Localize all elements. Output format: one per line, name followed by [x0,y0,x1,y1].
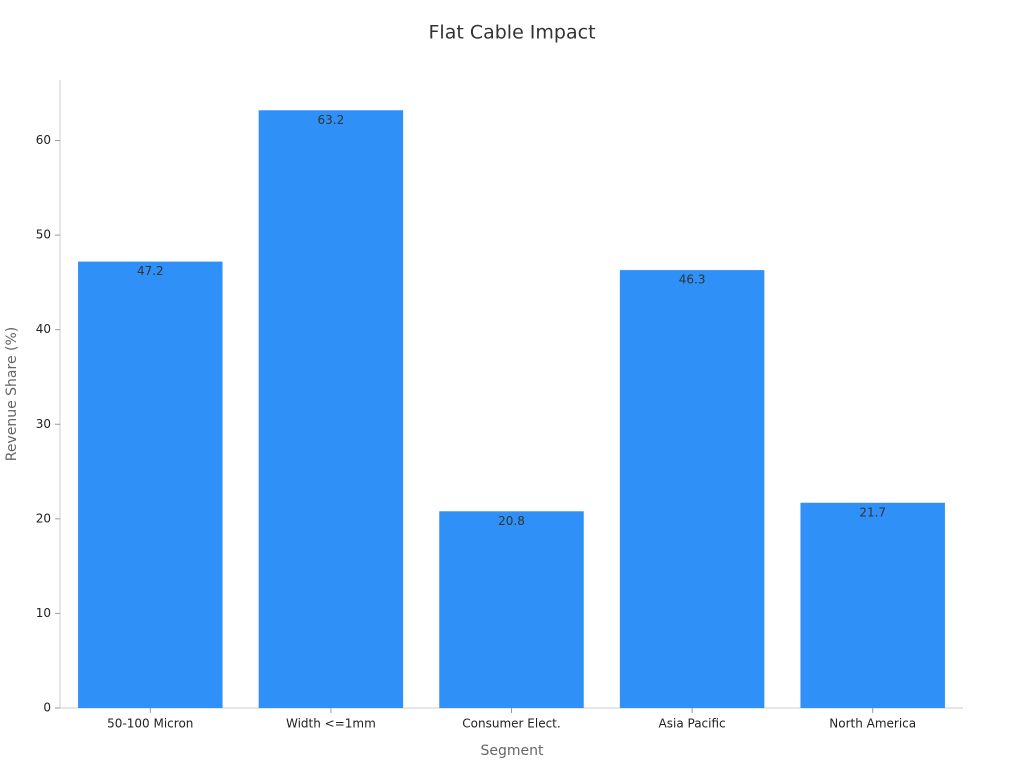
y-tick-label: 0 [43,701,51,715]
x-tick-label: Consumer Elect. [462,717,560,731]
y-tick-label: 10 [36,606,51,620]
data-label: 47.2 [137,264,164,278]
x-tick-label: 50-100 Micron [107,717,193,731]
y-tick-label: 40 [36,322,51,336]
y-tick-label: 60 [36,133,51,147]
data-label: 46.3 [679,273,706,287]
y-axis-label: Revenue Share (%) [4,327,20,462]
bar [258,110,404,708]
bar [439,511,584,708]
chart-title: Flat Cable Impact [428,22,595,44]
data-label: 21.7 [859,505,886,519]
bar [78,261,223,708]
data-label: 63.2 [318,113,345,127]
x-tick-label: Asia Pacific [659,717,726,731]
y-tick-label: 50 [36,228,51,242]
y-tick-label: 20 [36,511,51,525]
data-label: 20.8 [498,514,525,528]
x-tick-label: Width <=1mm [286,717,376,731]
x-tick-label: North America [829,717,916,731]
bar [619,270,765,708]
x-axis-label: Segment [481,743,545,759]
y-tick-label: 30 [36,417,51,431]
bar [800,502,945,708]
